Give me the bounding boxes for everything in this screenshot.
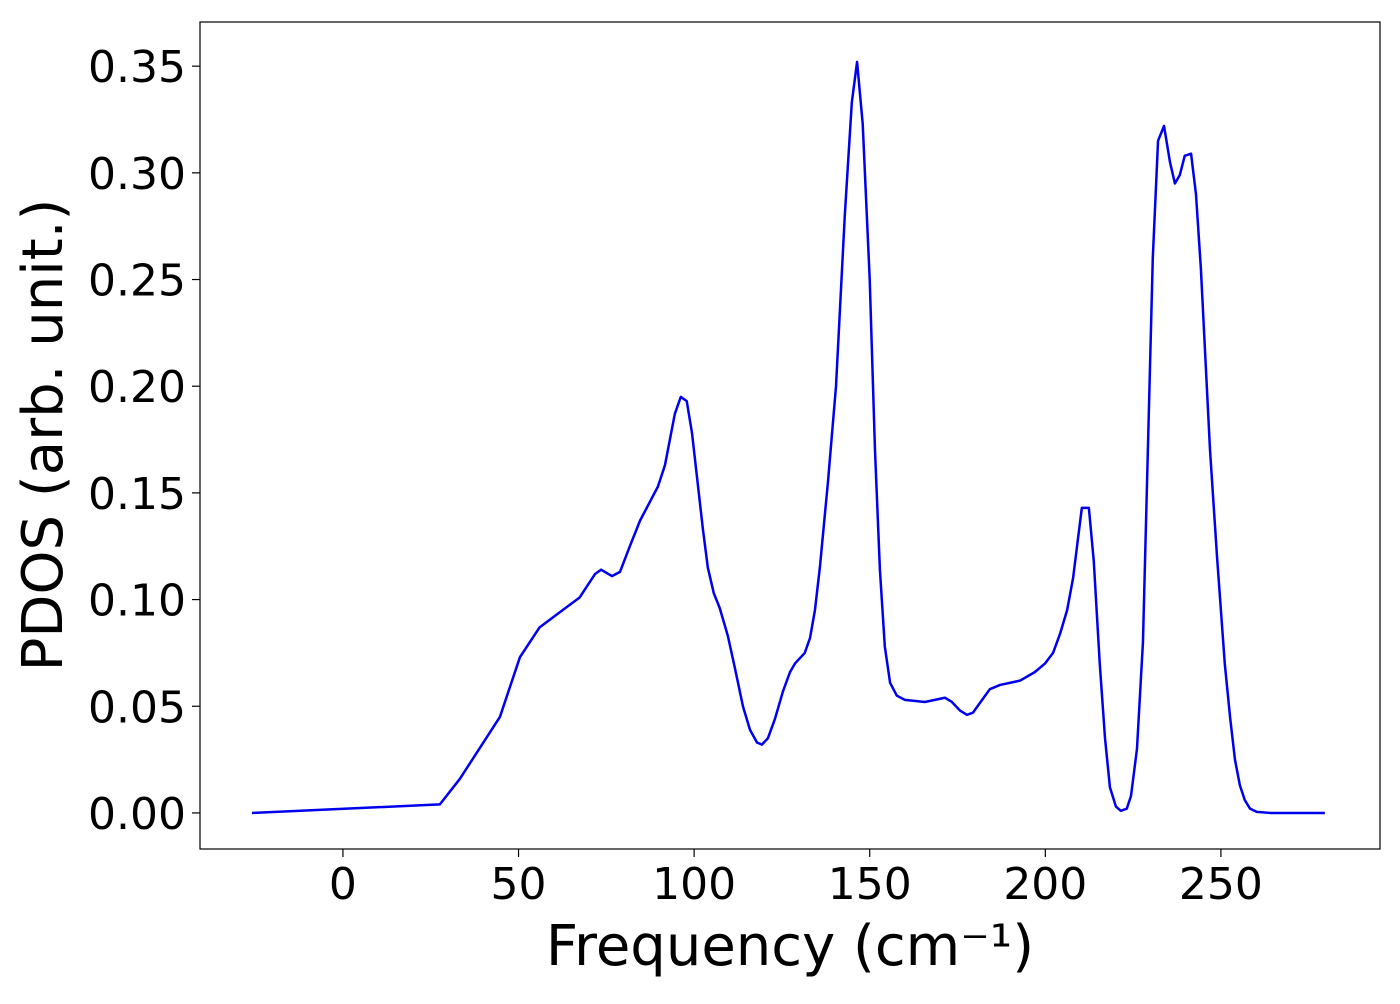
- x-tick-label: 50: [491, 859, 547, 910]
- x-axis-label: Frequency (cm⁻¹): [546, 914, 1034, 979]
- y-tick-label: 0.00: [88, 789, 186, 840]
- x-tick-label: 250: [1179, 859, 1263, 910]
- y-tick-label: 0.20: [88, 362, 186, 413]
- x-tick-label: 0: [329, 859, 357, 910]
- y-tick-label: 0.30: [88, 149, 186, 200]
- x-tick-label: 100: [652, 859, 736, 910]
- y-tick-label: 0.25: [88, 256, 186, 307]
- y-tick-label: 0.05: [88, 682, 186, 733]
- plot-frame: [199, 21, 1381, 850]
- y-tick-label: 0.15: [88, 469, 186, 520]
- x-tick-label: 150: [828, 859, 912, 910]
- x-tick-label: 200: [1003, 859, 1087, 910]
- y-tick-label: 0.35: [88, 42, 186, 93]
- y-axis-label: PDOS (arb. unit.): [11, 199, 76, 672]
- y-tick-label: 0.10: [88, 576, 186, 627]
- data-line: [251, 60, 1325, 815]
